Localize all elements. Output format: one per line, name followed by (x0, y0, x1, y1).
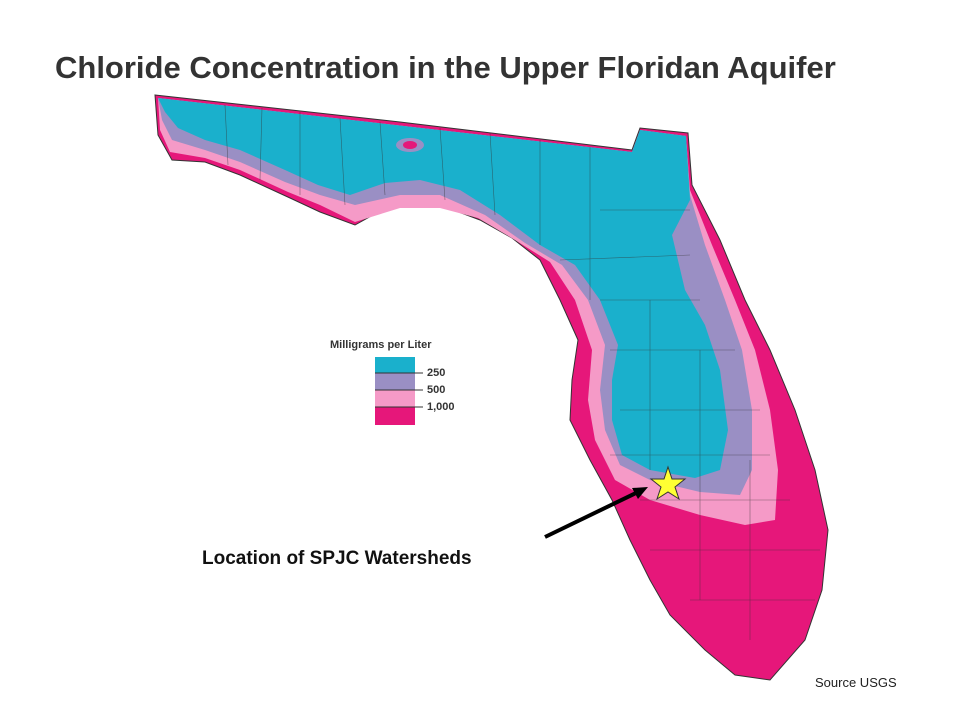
title: Chloride Concentration in the Upper Flor… (55, 50, 836, 85)
legend-title: Milligrams per Liter (330, 339, 432, 351)
location-star (649, 465, 687, 501)
legend: Milligrams per Liter 250 500 1,000 (330, 339, 455, 425)
county-lines (224, 104, 820, 640)
legend-swatch (375, 373, 415, 390)
source: Source USGS (815, 675, 897, 690)
legend-swatch (375, 390, 415, 407)
local-high-core (403, 141, 417, 149)
florida-map (154, 94, 829, 681)
zone-under-250 (158, 98, 728, 478)
arrow-head (632, 487, 648, 499)
legend-label: 1,000 (427, 401, 455, 413)
legend-swatch (375, 357, 415, 373)
legend-swatch (375, 407, 415, 425)
legend-label: 250 (427, 367, 445, 379)
annotation-arrow (544, 490, 639, 539)
legend-label: 500 (427, 384, 445, 396)
annotation: Location of SPJC Watersheds (202, 548, 472, 569)
